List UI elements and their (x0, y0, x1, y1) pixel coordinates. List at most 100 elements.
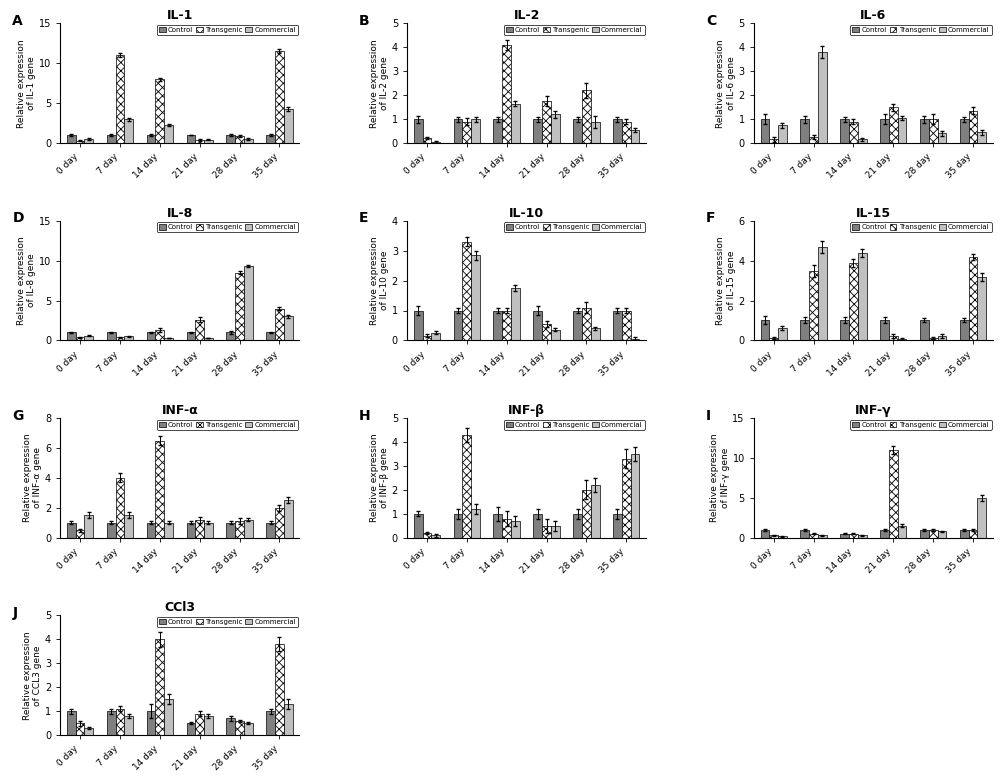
Bar (510, 521, 519, 538)
Bar (226, 719, 234, 735)
Bar (243, 139, 253, 143)
Bar (275, 508, 284, 538)
Y-axis label: Relative expression
of IL-6 gene: Relative expression of IL-6 gene (715, 39, 735, 127)
Bar (976, 277, 985, 340)
Bar (510, 103, 519, 143)
Bar (124, 515, 133, 538)
Bar (67, 332, 76, 340)
Bar (818, 536, 826, 538)
Y-axis label: Relative expression
of IL-10 gene: Relative expression of IL-10 gene (369, 236, 389, 325)
Title: IL-8: IL-8 (166, 206, 192, 220)
Bar (572, 310, 581, 340)
Bar (809, 534, 818, 538)
Bar (195, 320, 203, 340)
Bar (275, 644, 284, 735)
Bar (266, 711, 275, 735)
Bar (502, 310, 510, 340)
Bar (471, 119, 479, 143)
Bar (581, 91, 590, 143)
Bar (937, 134, 945, 143)
Bar (146, 332, 155, 340)
Bar (84, 139, 93, 143)
Bar (800, 119, 809, 143)
Bar (462, 435, 471, 538)
Bar (155, 330, 164, 340)
Bar (146, 135, 155, 143)
Bar (164, 124, 172, 143)
Bar (453, 310, 462, 340)
Y-axis label: Relative expression
of IL-15 gene: Relative expression of IL-15 gene (715, 236, 735, 325)
Bar (928, 529, 937, 538)
Bar (106, 135, 115, 143)
Bar (414, 119, 422, 143)
Bar (84, 515, 93, 538)
Bar (155, 440, 164, 538)
Bar (840, 321, 849, 340)
Title: IL-15: IL-15 (855, 206, 890, 220)
Title: INF-α: INF-α (161, 404, 198, 417)
Bar (778, 125, 787, 143)
Text: C: C (705, 14, 715, 28)
Legend: Control, Transgenic, Commercial: Control, Transgenic, Commercial (850, 419, 991, 430)
Legend: Control, Transgenic, Commercial: Control, Transgenic, Commercial (850, 222, 991, 232)
Title: INF-γ: INF-γ (855, 404, 891, 417)
Text: A: A (12, 14, 23, 28)
Bar (630, 130, 638, 143)
Bar (621, 121, 630, 143)
Bar (195, 140, 203, 143)
Bar (590, 328, 599, 340)
Bar (510, 288, 519, 340)
Text: F: F (705, 211, 714, 225)
Bar (155, 640, 164, 735)
Bar (414, 514, 422, 538)
Text: G: G (12, 408, 24, 422)
Legend: Control, Transgenic, Commercial: Control, Transgenic, Commercial (503, 222, 644, 232)
Title: IL-6: IL-6 (860, 9, 886, 23)
Bar (590, 485, 599, 538)
Bar (928, 339, 937, 340)
Bar (533, 514, 541, 538)
Bar (590, 121, 599, 143)
Bar (976, 132, 985, 143)
Bar (502, 45, 510, 143)
Bar (760, 119, 769, 143)
Bar (968, 256, 976, 340)
Title: INF-β: INF-β (508, 404, 544, 417)
Y-axis label: Relative expression
of INF-α gene: Relative expression of INF-α gene (23, 434, 42, 522)
Bar (809, 137, 818, 143)
Bar (840, 534, 849, 538)
Bar (928, 119, 937, 143)
Bar (124, 119, 133, 143)
Bar (550, 526, 559, 538)
Bar (243, 266, 253, 340)
Bar (203, 338, 212, 340)
Bar (234, 273, 243, 340)
Bar (880, 119, 888, 143)
Bar (630, 339, 638, 340)
Bar (849, 263, 857, 340)
Bar (919, 321, 928, 340)
Legend: Control, Transgenic, Commercial: Control, Transgenic, Commercial (156, 419, 298, 430)
Bar (84, 728, 93, 735)
Bar (897, 526, 906, 538)
Bar (422, 138, 431, 143)
Bar (226, 135, 234, 143)
Bar (453, 514, 462, 538)
Bar (106, 523, 115, 538)
Bar (880, 321, 888, 340)
Bar (976, 498, 985, 538)
Bar (275, 309, 284, 340)
Text: H: H (359, 408, 371, 422)
Bar (422, 533, 431, 538)
Bar (76, 141, 84, 143)
Bar (849, 534, 857, 538)
Legend: Control, Transgenic, Commercial: Control, Transgenic, Commercial (503, 25, 644, 35)
Bar (919, 119, 928, 143)
Bar (226, 332, 234, 340)
Bar (857, 253, 866, 340)
Bar (581, 490, 590, 538)
Title: IL-1: IL-1 (166, 9, 192, 23)
Legend: Control, Transgenic, Commercial: Control, Transgenic, Commercial (156, 222, 298, 232)
Bar (849, 121, 857, 143)
Bar (195, 713, 203, 735)
